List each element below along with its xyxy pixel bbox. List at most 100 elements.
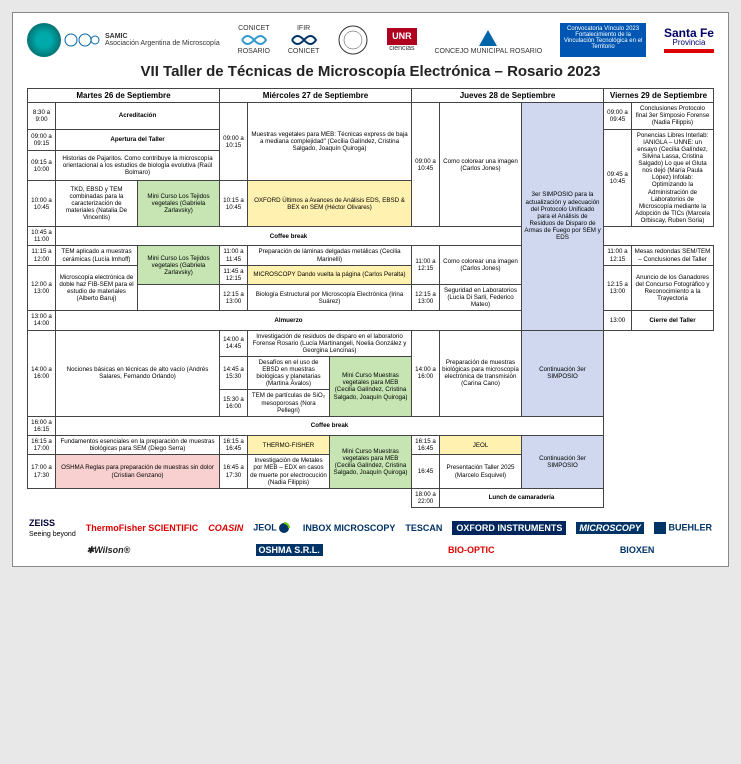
sponsor-logo: OSHMA S.R.L. xyxy=(256,544,323,556)
schedule-page: SAMICAsociación Argentina de Microscopía… xyxy=(12,12,729,567)
session-cell: Apertura del Taller xyxy=(56,129,220,151)
time-cell: 14:45 a 15:30 xyxy=(220,356,248,390)
santafe-logo: Santa Fe Provincia xyxy=(664,27,714,53)
session-cell: TEM aplicado a muestras cerámicas (Lucía… xyxy=(56,246,138,265)
session-cell: THERMO-FISHER xyxy=(248,436,330,455)
sponsor-logo: MICROSCOPY xyxy=(576,522,644,534)
page-title: VII Taller de Técnicas de Microscopía El… xyxy=(27,63,714,80)
time-cell: 16:15 a 16:45 xyxy=(412,436,440,455)
time-cell: 14:00 a 16:00 xyxy=(412,330,440,416)
sponsor-logo: ✱Wilson® xyxy=(87,545,131,556)
day-header: Viernes 29 de Septiembre xyxy=(604,89,714,103)
time-cell: 11:00 a 12:15 xyxy=(604,246,632,265)
time-cell: 11:00 a 12:15 xyxy=(412,246,440,285)
time-cell: 12:15 a 13:00 xyxy=(412,284,440,310)
session-cell: Mini Curso Los Tejidos vegetales (Gabrie… xyxy=(138,181,220,227)
session-cell: Conclusiones Protocolo final 3er Simposi… xyxy=(632,103,714,129)
sponsor-logo: JEOL xyxy=(253,521,293,535)
time-cell: 09:00 a 09:45 xyxy=(604,103,632,129)
sponsor-logo: BIOXEN xyxy=(620,545,655,555)
sponsor-logo: TESCAN xyxy=(405,523,442,533)
time-cell: 09:00 a 10:45 xyxy=(412,103,440,227)
day-header: Miércoles 27 de Septiembre xyxy=(220,89,412,103)
sponsor-logo: OXFORD INSTRUMENTS xyxy=(452,521,566,535)
session-cell: Desafíos en el uso de EBSD en muestras b… xyxy=(248,356,330,390)
sponsor-logo: BUEHLER xyxy=(654,522,712,534)
unr-badge: UNR ciencias xyxy=(387,28,417,52)
lunch-camaraderia: Lunch de camaradería xyxy=(440,488,604,507)
time-cell: 12:15 a 13:00 xyxy=(604,265,632,311)
session-cell: Como colorear una imagen (Carlos Jones) xyxy=(440,246,522,285)
session-cell: Continuación 3er SIMPOSIO xyxy=(522,436,604,489)
session-cell: Como colorear una imagen (Carlos Jones) xyxy=(440,103,522,227)
sponsor-logo: ZEISSSeeing beyond xyxy=(29,518,76,538)
time-cell: 11:15 a 12:00 xyxy=(28,246,56,265)
session-cell: Mesas redondas SEM/TEM – Conclusiones de… xyxy=(632,246,714,265)
session-cell: Preparación de muestras biológicas para … xyxy=(440,330,522,416)
time-cell: 09:45 a 10:45 xyxy=(604,129,632,227)
conicet-logo: CONICET ROSARIO xyxy=(238,25,270,55)
concejo-logo: CONCEJO MUNICIPAL ROSARIO xyxy=(434,26,542,55)
session-cell: Nociones básicas en técnicas de alto vac… xyxy=(56,330,220,416)
session-cell: Mini Curso Los Tejidos vegetales (Gabrie… xyxy=(138,246,220,285)
time-cell: 11:00 a 11:45 xyxy=(220,246,248,265)
sponsor-logo: COASIN xyxy=(208,523,243,533)
time-cell: 16:00 a 16:15 xyxy=(28,416,56,435)
sponsor-logo: INBOX MICROSCOPY xyxy=(303,523,396,533)
bottom-sponsor-row: ZEISSSeeing beyond ThermoFisher SCIENTIF… xyxy=(27,518,714,556)
session-cell: OXFORD Últimos a Avances de Análisis EDS… xyxy=(248,181,412,227)
time-cell: 12:15 a 13:00 xyxy=(220,284,248,310)
time-cell: 09:15 a 10:00 xyxy=(28,151,56,181)
time-cell: 8:30 a 9:00 xyxy=(28,103,56,129)
session-cell: Muestras vegetales para MEB: Técnicas ex… xyxy=(248,103,412,181)
time-cell: 13:00 xyxy=(604,311,632,330)
session-cell: Acreditación xyxy=(56,103,220,129)
session-cell: Investigación de residuos de disparo en … xyxy=(248,330,412,356)
time-cell: 18:00 a 22:00 xyxy=(412,488,440,507)
time-cell: 16:15 a 17:00 xyxy=(28,436,56,455)
session-cell: Presentación Taller 2025 (Marcelo Esquiv… xyxy=(440,455,522,489)
top-logo-row: SAMICAsociación Argentina de Microscopía… xyxy=(27,23,714,57)
session-cell: MICROSCOPY Dando vuelta la página (Carlo… xyxy=(248,265,412,284)
day-header: Martes 26 de Septiembre xyxy=(28,89,220,103)
time-cell: 09:00 a 10:15 xyxy=(220,103,248,181)
session-cell: Continuación 3er SIMPOSIO xyxy=(522,330,604,416)
session-cell: 3er SIMPOSIO para la actualización y ade… xyxy=(522,103,604,330)
coffee-break: Coffee break xyxy=(56,227,522,246)
session-cell: Seguridad en Laboratorios (Lucía Di Sarl… xyxy=(440,284,522,310)
session-cell: Fundamentos esenciales en la preparación… xyxy=(56,436,220,455)
time-cell: 11:45 a 12:15 xyxy=(220,265,248,284)
sponsor-logo: BIO-OPTIC xyxy=(448,545,495,555)
samic-logo: SAMICAsociación Argentina de Microscopía xyxy=(27,23,220,57)
session-cell: Anuncio de los Ganadores del Concurso Fo… xyxy=(632,265,714,311)
time-cell: 10:15 a 10:45 xyxy=(220,181,248,227)
day-header: Jueves 28 de Septiembre xyxy=(412,89,604,103)
lunch-break: Almuerzo xyxy=(56,311,522,330)
session-cell: Biología Estructural por Microscopía Ele… xyxy=(248,284,412,310)
session-cell: JEOL xyxy=(440,436,522,455)
time-cell: 09:00 a 09:15 xyxy=(28,129,56,151)
ifir-logo: IFIR CONICET xyxy=(288,25,320,55)
coffee-break: Coffee break xyxy=(56,416,604,435)
time-cell: 10:00 a 10:45 xyxy=(28,181,56,227)
time-cell: 16:45 xyxy=(412,455,440,489)
time-cell: 10:45 a 11:00 xyxy=(28,227,56,246)
vinculo-banner: Convocatoria Vínculo 2023 Fortalecimient… xyxy=(560,23,646,57)
time-cell: 14:00 a 16:00 xyxy=(28,330,56,416)
time-cell: 16:15 a 16:45 xyxy=(220,436,248,455)
session-cell: Mini Curso Muestras vegetales para MEB (… xyxy=(330,356,412,416)
session-cell: OSHMA Reglas para preparación de muestra… xyxy=(56,455,220,489)
schedule-table: Martes 26 de Septiembre Miércoles 27 de … xyxy=(27,88,714,508)
session-cell: TEM de partículas de SiO₂ mesoporosas (N… xyxy=(248,390,330,416)
time-cell: 15:30 a 16:00 xyxy=(220,390,248,416)
time-cell: 17:00 a 17:30 xyxy=(28,455,56,489)
sponsor-logo: ThermoFisher SCIENTIFIC xyxy=(86,523,199,533)
unr-seal xyxy=(337,24,369,56)
session-cell: Microscopía electrónica de doble haz FIB… xyxy=(56,265,138,311)
session-cell: Historias de Pajaritos. Como contribuye … xyxy=(56,151,220,181)
time-cell: 14:00 a 14:45 xyxy=(220,330,248,356)
time-cell: 12:00 a 13:00 xyxy=(28,265,56,311)
session-cell: TKD, EBSD y TEM combinadas para la carac… xyxy=(56,181,138,227)
session-cell: Ponencias Libres Interlab: IANIGLA – UNN… xyxy=(632,129,714,227)
session-cell: Preparación de láminas delgadas metálica… xyxy=(248,246,412,265)
